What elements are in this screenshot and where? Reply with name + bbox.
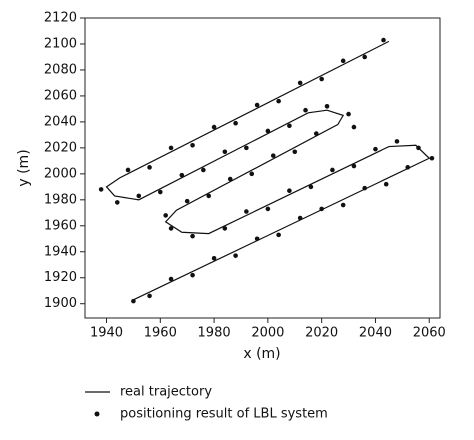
data-point (303, 107, 308, 113)
data-point (254, 102, 260, 108)
data-point (98, 187, 104, 192)
data-point (340, 58, 346, 64)
data-point (330, 167, 335, 173)
y-tick-label: 1940 (44, 244, 77, 259)
data-point (131, 298, 136, 304)
data-point (125, 167, 131, 173)
trajectory-line (105, 40, 431, 301)
data-point (308, 184, 314, 190)
data-point (163, 213, 168, 218)
data-point (147, 293, 152, 299)
x-tick-label: 2040 (359, 326, 392, 341)
data-point (383, 181, 389, 187)
data-point (114, 200, 120, 205)
y-tick-label: 2080 (44, 62, 77, 77)
data-point (319, 76, 324, 82)
data-point (351, 124, 357, 130)
y-axis-label: y (m) (16, 149, 32, 186)
data-point (362, 185, 367, 191)
y-tick-label: 2040 (44, 114, 77, 129)
data-point (227, 176, 233, 182)
data-point (324, 104, 330, 109)
x-tick-label: 2020 (305, 326, 338, 341)
data-point (319, 206, 324, 212)
x-tick-label: 1960 (144, 326, 177, 341)
data-point (265, 128, 271, 134)
y-tick-label: 1900 (44, 296, 77, 311)
data-point (222, 226, 228, 231)
y-tick-label: 2020 (44, 140, 77, 155)
data-point (190, 272, 195, 278)
data-point (416, 145, 421, 151)
data-point (297, 215, 303, 221)
data-point (190, 233, 195, 239)
data-point (249, 171, 255, 177)
data-point (222, 149, 228, 155)
data-point (233, 120, 238, 126)
data-point (346, 111, 351, 117)
data-point (244, 145, 249, 151)
data-point (233, 253, 238, 258)
data-point (373, 146, 378, 152)
data-point (287, 188, 292, 194)
data-point (297, 80, 303, 86)
x-tick-label: 1940 (90, 326, 123, 341)
data-point (254, 236, 260, 242)
data-point (147, 165, 152, 170)
data-point (313, 131, 319, 136)
y-tick-label: 2100 (44, 36, 77, 51)
data-point (190, 142, 195, 148)
data-point (206, 193, 212, 199)
data-point (179, 172, 185, 178)
data-point (276, 232, 281, 238)
data-point (429, 155, 435, 161)
x-tick-label: 2060 (413, 326, 446, 341)
data-point (362, 54, 367, 60)
data-point (276, 98, 281, 104)
data-point (394, 139, 400, 144)
data-point (244, 209, 249, 214)
legend-label: positioning result of LBL system (120, 407, 328, 422)
data-point (168, 145, 174, 151)
data-point (287, 123, 292, 129)
data-point (381, 37, 386, 43)
data-point (158, 189, 163, 195)
data-point (168, 276, 174, 282)
legend-dot (94, 411, 100, 417)
data-point (201, 167, 206, 173)
data-point (136, 193, 142, 199)
x-tick-label: 1980 (198, 326, 231, 341)
legend-label: real trajectory (120, 385, 212, 400)
data-point (270, 153, 276, 158)
y-tick-label: 2120 (44, 11, 77, 26)
data-point (265, 206, 271, 212)
y-tick-label: 1920 (44, 270, 77, 285)
x-tick-label: 2000 (251, 326, 284, 341)
y-tick-label: 1960 (44, 218, 77, 233)
data-point (211, 255, 217, 261)
data-point (340, 202, 346, 208)
plot-frame (84, 17, 441, 319)
data-point (292, 149, 298, 155)
data-point (405, 165, 411, 170)
x-axis-label: x (m) (243, 346, 280, 362)
y-tick-label: 2000 (44, 166, 77, 181)
data-point (184, 198, 190, 204)
data-point (211, 124, 217, 130)
data-point (168, 226, 174, 231)
y-tick-label: 1980 (44, 192, 77, 207)
data-point (351, 163, 357, 169)
y-tick-label: 2060 (44, 88, 77, 103)
